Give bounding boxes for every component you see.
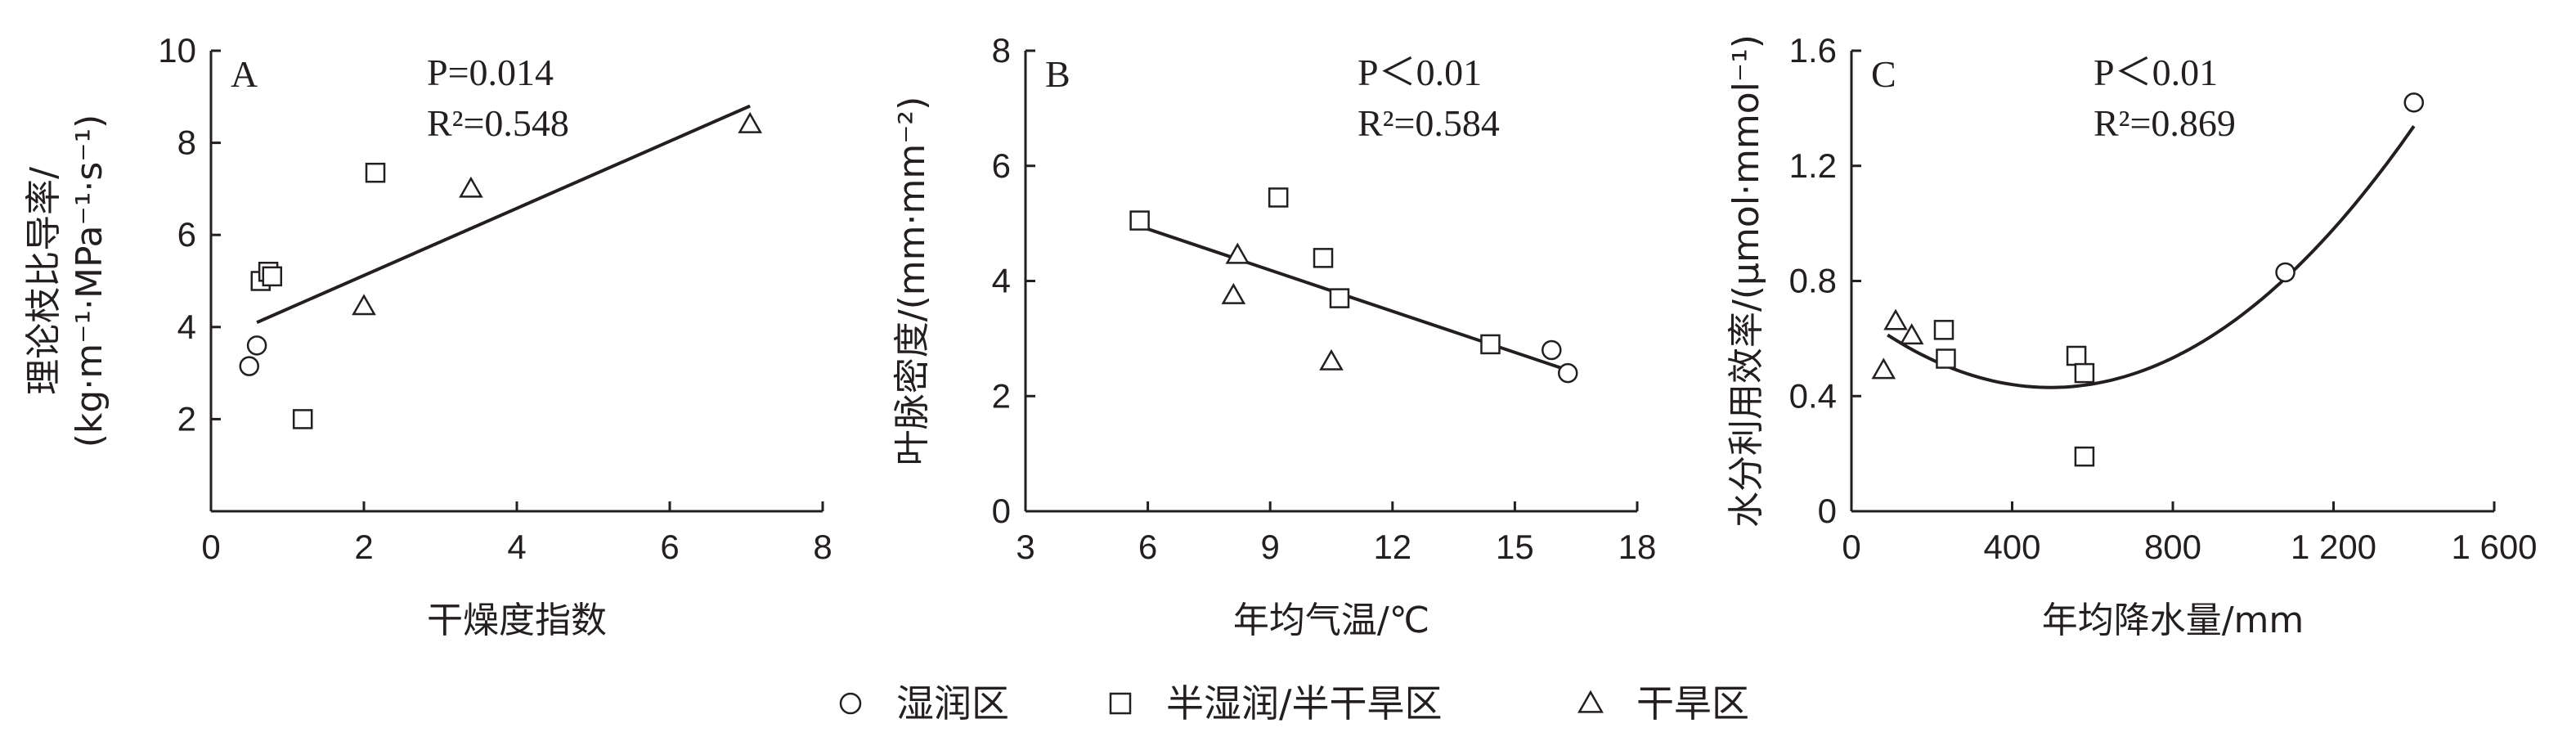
x-tick-label: 1 200 [2291,528,2376,566]
panel-C: 0 400 800 1 200 1 600 0 0.4 0.8 1.2 1.6 年均降水量/mm 水分… [1726,31,2538,641]
y-axis-title-line: (kg·m⁻¹·MPa⁻¹·s⁻¹) [69,115,110,448]
y-tick-label: 0 [1818,492,1837,530]
y-tick-label: 2 [992,376,1011,415]
y-axis-title: 水分利用效率/(μmol·mmol⁻¹) [1726,34,1767,528]
data-point-square [1129,210,1150,231]
x-tick-label: 8 [813,528,832,566]
legend-label: 半湿润/半干旱区 [1166,681,1443,726]
y-tick-label: 8 [992,31,1011,70]
y-tick-label: 8 [177,124,196,162]
x-tick-label: 0 [201,528,220,566]
legend-label: 干旱区 [1636,681,1749,726]
x-tick-label: 400 [1983,528,2040,566]
data-point-square [1313,248,1334,268]
x-tick-label: 4 [507,528,526,566]
data-point-square [262,266,283,287]
y-tick-label: 2 [177,399,196,438]
y-axis-title-line: 叶脉密度/(mm·mm⁻²) [891,97,933,465]
legend-label: 湿润区 [896,681,1009,726]
data-point-circle [1542,339,1562,361]
y-tick-label: 6 [992,146,1011,185]
panel-letter: A [231,53,258,95]
data-point-triangle [1221,282,1246,304]
x-tick-label: 1 600 [2451,528,2537,566]
data-point-square [365,162,386,183]
x-tick-label: 15 [1496,528,1534,566]
y-tick-label: 4 [992,262,1011,300]
y-tick-label: 0.8 [1789,262,1837,300]
data-point-triangle [738,111,762,133]
data-point-circle [2403,92,2424,113]
y-tick-label: 10 [158,31,196,70]
x-tick-label: 800 [2144,528,2201,566]
data-point-circle [1557,362,1578,384]
data-point-triangle [1225,242,1250,264]
legend-marker-triangle [1577,690,1604,713]
panel-letter: C [1871,53,1896,95]
panel-letter: B [1045,53,1070,95]
legend-marker-square [1109,692,1132,715]
data-point-triangle [1319,348,1344,371]
x-tick-label: 6 [1138,528,1157,566]
data-point-square [2066,345,2087,366]
x-tick-label: 12 [1373,528,1411,566]
x-tick-label: 6 [660,528,679,566]
x-tick-label: 18 [1618,528,1657,566]
data-point-triangle [1883,308,1908,330]
x-tick-label: 3 [1016,528,1034,566]
x-tick-label: 0 [1842,528,1860,566]
stat-text: R²=0.584 [1358,102,1500,144]
x-axis-title: 年均气温/℃ [1233,600,1429,641]
data-point-triangle [459,176,483,198]
y-axis-title: 理论枝比导率/(kg·m⁻¹·MPa⁻¹·s⁻¹) [23,115,110,448]
fit-curve [1887,125,2416,389]
x-axis-title: 年均降水量/mm [2042,600,2304,641]
y-tick-label: 1.2 [1789,146,1837,185]
y-tick-label: 0 [992,492,1011,530]
stat-text: P=0.014 [427,52,554,93]
y-tick-label: 6 [177,215,196,254]
legend: 湿润区 半湿润/半干旱区 干旱区 [839,681,1749,726]
y-tick-label: 1.6 [1789,31,1837,70]
data-point-triangle [1871,357,1896,380]
data-point-circle [246,335,267,356]
y-tick-label: 0.4 [1789,376,1837,415]
data-point-square [1936,348,1956,369]
y-tick-label: 4 [177,308,196,346]
panel-B: 3 6 9 12 15 18 0 2 4 6 8 年均气温/℃ 叶脉密度/(mm·mm⁻²) B P＜0.0… [891,31,1656,641]
stat-text: R²=0.869 [2094,102,2236,144]
legend-marker-circle [839,692,862,715]
data-point-square [1933,320,1954,340]
data-point-triangle [1899,323,1924,345]
fit-line [256,104,751,325]
data-point-square [1480,334,1501,355]
y-axis-title: 叶脉密度/(mm·mm⁻²) [891,97,933,465]
data-point-square [1268,187,1289,208]
stat-text: P＜0.01 [2094,52,2218,93]
x-tick-label: 2 [354,528,373,566]
x-tick-label: 9 [1261,528,1280,566]
data-point-square [2074,362,2095,384]
data-point-triangle [352,294,376,316]
panel-A: 0 2 4 6 8 2 4 6 8 10 干燥度指数 理论枝比导率/(kg·m⁻¹·MPa⁻¹·s⁻¹… [23,31,832,641]
data-point-square [292,409,313,429]
y-axis-title-line: 理论枝比导率/ [23,167,65,395]
stat-text: P＜0.01 [1358,52,1482,93]
data-point-square [2074,446,2095,467]
data-point-circle [239,356,259,376]
data-point-circle [2275,262,2296,283]
data-point-square [1329,288,1350,308]
fit-line [1138,224,1568,372]
y-axis-title-line: 水分利用效率/(μmol·mmol⁻¹) [1726,34,1767,528]
x-axis-title: 干燥度指数 [427,600,607,641]
stat-text: R²=0.548 [427,102,569,144]
